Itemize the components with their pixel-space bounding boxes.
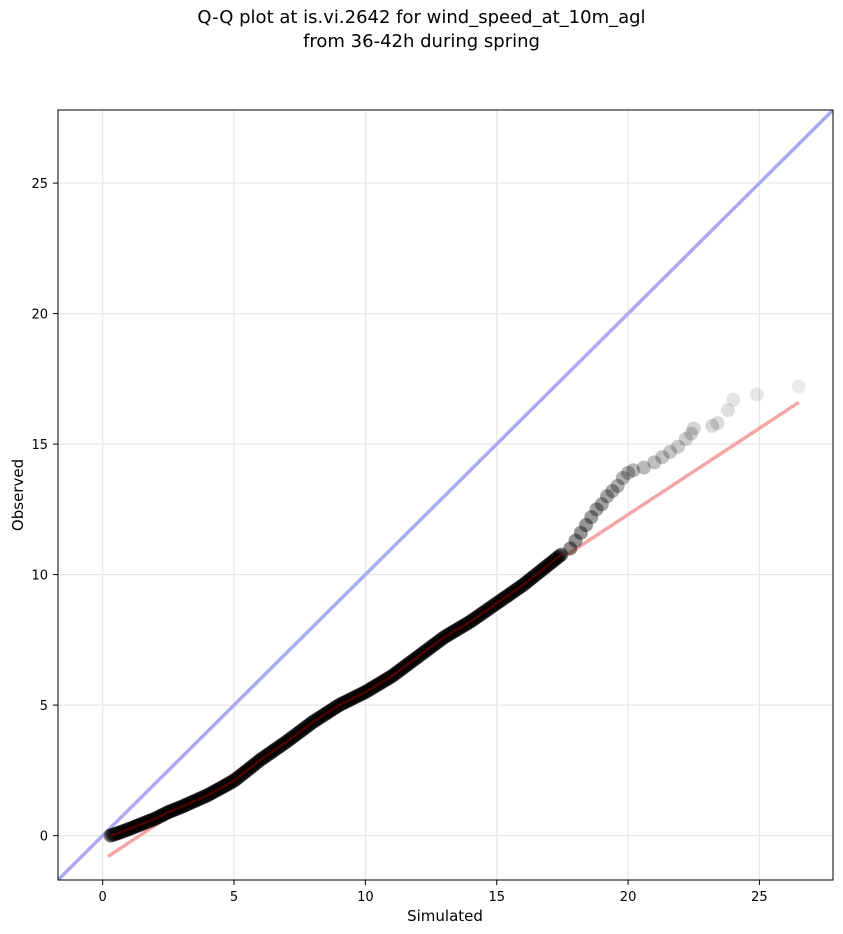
- qq-point: [749, 387, 764, 402]
- fit-line: [106, 400, 800, 858]
- y-tick-label: 15: [31, 438, 48, 453]
- qq-point: [705, 418, 720, 433]
- qq-point: [621, 465, 636, 480]
- data-points: [103, 379, 806, 843]
- qq-point: [636, 460, 651, 475]
- qq-point: [573, 525, 588, 540]
- x-axis-ticks: 0 5 10 15 20 25: [99, 880, 768, 905]
- qq-point: [610, 478, 625, 493]
- x-axis-label: Simulated: [407, 907, 483, 925]
- chart-subtitle: from 36-42h during spring: [303, 31, 540, 52]
- qq-point: [791, 379, 806, 394]
- qq-inner-band: [110, 552, 564, 837]
- grid-lines: [58, 110, 833, 880]
- qq-point: [678, 431, 693, 446]
- identity-line: [58, 110, 833, 880]
- plot-frame: [57, 109, 834, 881]
- qq-point: [726, 392, 741, 407]
- qq-point: [579, 518, 594, 533]
- x-tick-label: 15: [488, 890, 505, 905]
- qq-point: [615, 471, 630, 486]
- chart-title: Q-Q plot at is.vi.2642 for wind_speed_at…: [0, 6, 843, 54]
- qq-point: [720, 403, 735, 418]
- y-axis-ticks: 0 5 10 15 20 25: [31, 177, 58, 845]
- chart-title-line1: Q-Q plot at is.vi.2642 for wind_speed_at…: [197, 7, 646, 28]
- qq-point: [686, 421, 701, 436]
- y-tick-label: 0: [40, 830, 48, 845]
- x-tick-label: 25: [751, 890, 768, 905]
- qq-point: [568, 533, 583, 548]
- qq-point: [589, 502, 604, 517]
- qq-point: [671, 439, 685, 454]
- x-tick-label: 5: [230, 890, 238, 905]
- x-tick-label: 0: [99, 890, 107, 905]
- qq-point: [647, 455, 662, 470]
- qq-point: [563, 541, 578, 556]
- qq-point: [626, 463, 641, 478]
- x-tick-label: 10: [357, 890, 374, 905]
- center-band: [110, 552, 564, 837]
- qq-point: [655, 450, 670, 465]
- qq-point: [605, 484, 620, 499]
- qq-point: [684, 426, 699, 441]
- qq-point: [710, 416, 725, 431]
- y-tick-label: 10: [31, 569, 48, 584]
- qq-point: [594, 497, 609, 512]
- y-tick-label: 25: [31, 177, 48, 192]
- y-tick-label: 5: [40, 699, 48, 714]
- x-tick-label: 20: [620, 890, 637, 905]
- reference-lines: [58, 110, 833, 880]
- qq-point: [600, 489, 615, 504]
- qq-point: [663, 444, 678, 459]
- y-axis-label: Observed: [9, 459, 27, 531]
- y-tick-label: 20: [31, 308, 48, 323]
- qq-point: [584, 510, 599, 525]
